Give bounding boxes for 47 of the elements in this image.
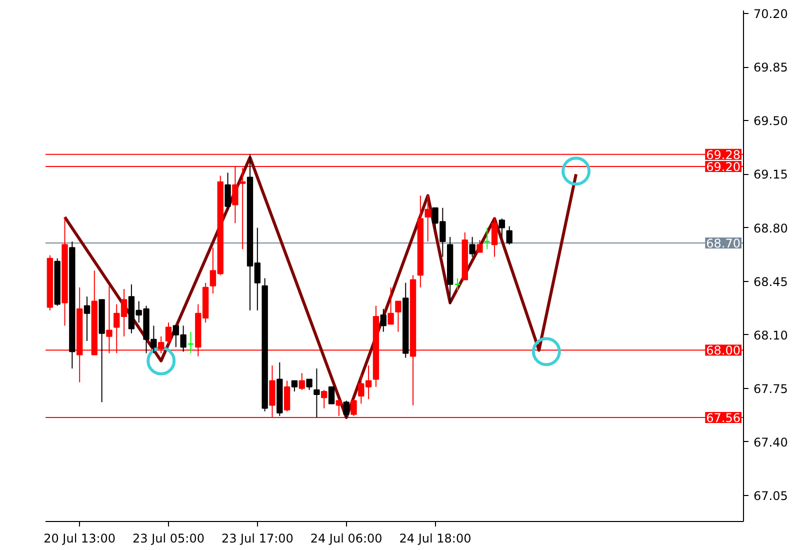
ref-line-label: 68.00 (706, 344, 741, 358)
candlestick (291, 380, 298, 392)
ref-line-label: 69.20 (706, 160, 741, 174)
candlestick (454, 278, 461, 291)
y-tick-label: 68.45 (754, 274, 788, 289)
candlestick (298, 372, 305, 390)
candlestick (395, 300, 402, 332)
candlestick (306, 378, 312, 390)
candlestick (187, 331, 194, 354)
candlestick (84, 296, 90, 342)
point (532, 337, 561, 366)
ref-line-label: 69.28 (706, 148, 741, 162)
y-tick-label: 68.80 (754, 221, 788, 236)
candlestick (476, 239, 483, 253)
x-tick-label: 24 Jul 18:00 (399, 532, 472, 546)
x-tick-label: 24 Jul 06:00 (310, 532, 382, 546)
candlestick (343, 400, 350, 418)
candlestick (328, 386, 335, 404)
y-tick-label: 67.40 (754, 435, 788, 450)
x-tick-label: 23 Jul 05:00 (132, 532, 204, 546)
candlestick (388, 286, 394, 325)
candlestick (506, 226, 512, 246)
point (146, 346, 176, 376)
y-tick-label: 69.50 (754, 114, 788, 128)
point (562, 156, 591, 186)
candlestick (314, 368, 320, 418)
candlestick (491, 216, 498, 258)
y-tick-label: 69.85 (754, 60, 788, 75)
candlestick (469, 236, 476, 258)
line-series (63, 156, 578, 419)
ref-line-label: 67.56 (706, 410, 741, 425)
candlestick (321, 389, 328, 409)
x-tick-label: 20 Jul 13:00 (44, 532, 116, 546)
candlestick (224, 172, 231, 212)
candlestick (484, 227, 490, 250)
candlestick (424, 195, 431, 242)
candlestick (498, 218, 506, 239)
y-tick-label: 67.75 (754, 382, 788, 396)
y-tick-label: 70.20 (754, 7, 788, 22)
candlestick (165, 322, 172, 345)
candlestick (284, 380, 290, 412)
candlestick (380, 308, 386, 332)
y-tick-label: 69.15 (754, 168, 788, 182)
y-tick-label: 68.10 (754, 328, 788, 342)
y-tick-label: 67.05 (754, 488, 788, 503)
ref-line-label: 68.70 (706, 236, 741, 251)
x-tick-label: 23 Jul 17:00 (221, 532, 294, 546)
